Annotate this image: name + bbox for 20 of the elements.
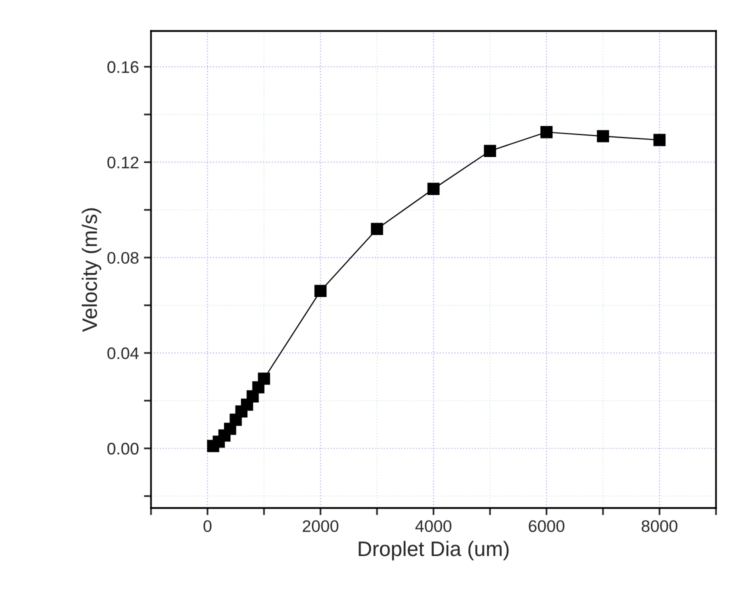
y-axis-title: Velocity (m/s) bbox=[82, 208, 102, 332]
y-tick-label: 0.16 bbox=[107, 61, 138, 73]
x-tick-label: 8000 bbox=[642, 520, 678, 532]
y-tick-label: 0.04 bbox=[107, 347, 139, 360]
x-tick-label: 2000 bbox=[302, 520, 338, 532]
y-tick-label: 0.08 bbox=[107, 252, 138, 264]
x-axis-title: Droplet Dia (um) bbox=[358, 540, 509, 560]
point bbox=[484, 144, 496, 158]
y-tick-label: 0.12 bbox=[107, 156, 138, 168]
point bbox=[653, 134, 666, 146]
point bbox=[596, 130, 610, 142]
x-tick-label: 4000 bbox=[415, 520, 452, 532]
point bbox=[427, 182, 440, 195]
point bbox=[370, 222, 384, 236]
x-tick-label: 6000 bbox=[528, 520, 564, 532]
x-tick-label: 0 bbox=[204, 520, 212, 532]
point bbox=[540, 126, 553, 138]
point bbox=[314, 284, 327, 298]
y-tick-label: 0.00 bbox=[107, 442, 139, 455]
point bbox=[258, 372, 270, 385]
